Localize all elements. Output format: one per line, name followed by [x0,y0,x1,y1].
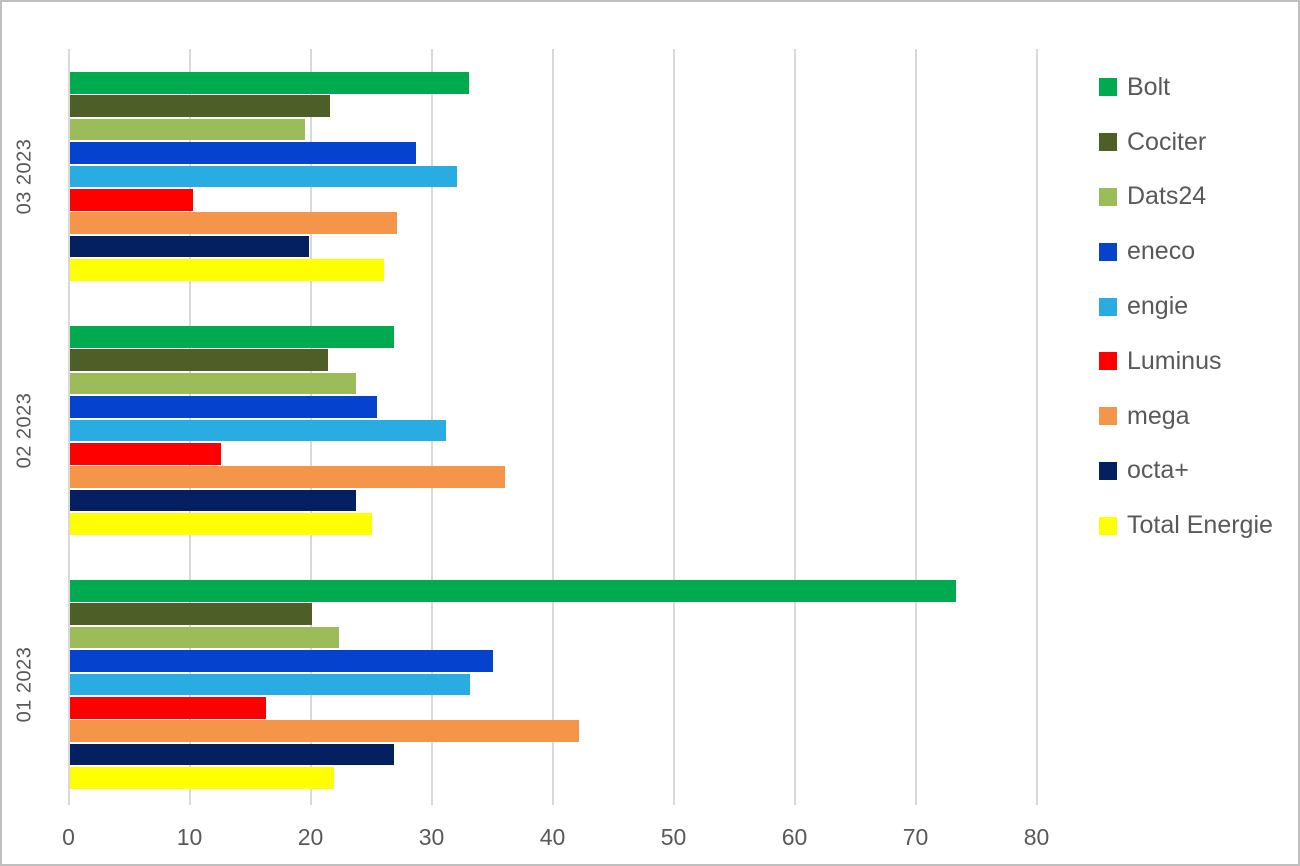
bar-cociter-03-2023[interactable] [69,95,330,117]
bar-bolt-03-2023[interactable] [69,72,469,94]
x-axis-tick-30 [430,792,433,805]
legend-label-luminus: Luminus [1127,346,1222,375]
y-axis-category-label: 03 2023 [13,138,36,215]
bar-total-energie-01-2023[interactable] [69,767,335,789]
legend-item-octa[interactable]: octa+ [1099,444,1273,499]
bar-dats24-03-2023[interactable] [69,118,306,141]
legend-swatch-octa-icon [1099,461,1117,480]
x-axis-tick-60 [793,792,796,805]
gridline-40 [551,49,554,792]
legend-swatch-eneco-icon [1099,242,1117,261]
x-axis-tick-label-70: 70 [902,824,929,850]
x-axis-tick-label-50: 50 [660,824,687,850]
bar-bolt-02-2023[interactable] [69,326,394,348]
x-axis-tick-40 [551,792,554,805]
bar-octa-02-2023[interactable] [69,489,357,512]
legend-swatch-dats24-icon [1099,187,1117,206]
x-axis-tick-80 [1035,792,1038,805]
gridline-70 [914,49,917,792]
bar-engie-03-2023[interactable] [69,165,457,188]
bar-octa-03-2023[interactable] [69,235,310,258]
bar-cociter-01-2023[interactable] [69,603,312,625]
y-axis-category-01-2023: 01 2023 [2,604,48,764]
gridline-60 [793,49,796,792]
bar-bolt-01-2023[interactable] [69,580,957,602]
x-axis-tick-label-10: 10 [176,824,203,850]
y-axis-category-label: 02 2023 [13,392,36,469]
gridline-50 [672,49,675,792]
x-axis-tick-0 [67,792,70,805]
legend-item-eneco[interactable]: eneco [1099,224,1273,279]
x-axis-tick-label-0: 0 [62,824,75,850]
legend: Bolt Cociter Dats24 eneco engie Luminus mega oc… [1099,60,1273,553]
bar-luminus-01-2023[interactable] [69,697,266,719]
bar-total-energie-02-2023[interactable] [69,513,372,535]
bar-dats24-02-2023[interactable] [69,372,357,395]
x-axis-tick-label-80: 80 [1023,824,1050,850]
legend-label-total-energie: Total Energie [1127,511,1273,540]
legend-swatch-total-energie-icon [1099,516,1117,535]
bar-eneco-02-2023[interactable] [69,396,377,418]
bar-total-energie-03-2023[interactable] [69,259,385,281]
x-axis-tick-label-40: 40 [539,824,566,850]
legend-swatch-cociter-icon [1099,133,1117,152]
legend-item-mega[interactable]: mega [1099,389,1273,444]
y-axis-category-label: 01 2023 [13,646,36,723]
gridline-80 [1035,49,1038,792]
x-axis-tick-10 [188,792,191,805]
legend-swatch-luminus-icon [1099,352,1117,371]
y-axis-category-02-2023: 02 2023 [2,350,48,510]
legend-item-engie[interactable]: engie [1099,279,1273,334]
legend-swatch-mega-icon [1099,407,1117,426]
bar-mega-02-2023[interactable] [69,466,506,488]
bar-mega-03-2023[interactable] [69,212,398,234]
legend-label-mega: mega [1127,401,1190,430]
x-axis-tick-20 [309,792,312,805]
legend-item-total-energie[interactable]: Total Energie [1099,498,1273,553]
legend-label-cociter: Cociter [1127,127,1207,156]
bar-eneco-03-2023[interactable] [69,142,416,164]
bar-luminus-03-2023[interactable] [69,189,193,211]
bar-mega-01-2023[interactable] [69,720,579,742]
bar-eneco-01-2023[interactable] [69,650,493,672]
bar-luminus-02-2023[interactable] [69,443,221,465]
legend-swatch-engie-icon [1099,297,1117,316]
legend-label-eneco: eneco [1127,237,1196,266]
bar-engie-01-2023[interactable] [69,673,470,696]
x-axis-tick-label-30: 30 [418,824,445,850]
legend-label-engie: engie [1127,292,1189,321]
legend-item-cociter[interactable]: Cociter [1099,115,1273,170]
x-axis-tick-50 [672,792,675,805]
y-axis-category-03-2023: 03 2023 [2,96,48,256]
legend-item-dats24[interactable]: Dats24 [1099,170,1273,225]
x-axis-tick-70 [914,792,917,805]
x-axis-tick-label-20: 20 [297,824,324,850]
bar-engie-02-2023[interactable] [69,419,446,442]
bar-cociter-02-2023[interactable] [69,349,329,371]
legend-swatch-bolt-icon [1099,78,1117,97]
gridline-0 [67,49,70,792]
legend-label-octa: octa+ [1127,456,1189,485]
bar-dats24-01-2023[interactable] [69,626,340,649]
legend-label-bolt: Bolt [1127,72,1171,101]
legend-item-luminus[interactable]: Luminus [1099,334,1273,389]
legend-item-bolt[interactable]: Bolt [1099,60,1273,115]
x-axis-tick-label-60: 60 [781,824,808,850]
bar-octa-01-2023[interactable] [69,743,394,766]
legend-label-dats24: Dats24 [1127,182,1207,211]
